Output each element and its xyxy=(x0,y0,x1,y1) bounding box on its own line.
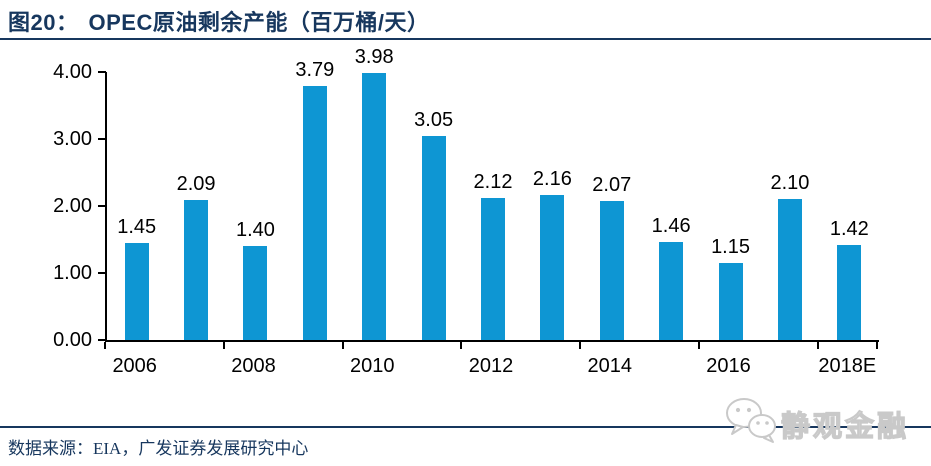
bar-value-label: 1.40 xyxy=(235,219,275,242)
y-axis-tick xyxy=(98,339,106,341)
bar-2010 xyxy=(362,73,387,340)
plot-area: 1.45 2.09 1.40 3.79 3.98 3.05 2.12 2.16 2.07 1.46… xyxy=(105,46,879,342)
y-axis-tick xyxy=(98,272,106,274)
bar-2006 xyxy=(124,242,149,340)
bar-2013 xyxy=(540,195,565,340)
bar-value-label: 2.07 xyxy=(592,174,632,197)
figure-title-text: OPEC原油剩余产能（百万桶/天） xyxy=(88,10,430,35)
x-axis-tick xyxy=(460,342,463,349)
bar-2014 xyxy=(599,201,624,340)
bar-2012 xyxy=(481,197,505,340)
bar-value-label: 3.98 xyxy=(354,46,394,69)
x-axis-tick xyxy=(222,342,225,349)
y-axis-tick-label: 3.00 xyxy=(53,128,92,150)
figure-number-label: 图20： xyxy=(8,10,79,35)
bar-2015 xyxy=(659,242,684,340)
y-axis-tick-label: 2.00 xyxy=(53,195,92,217)
bar-value-label: 1.42 xyxy=(829,217,869,240)
footer-divider-line xyxy=(0,426,931,428)
bar-2017 xyxy=(777,199,802,340)
y-axis-tick xyxy=(98,138,106,140)
y-axis-tick-label: 0.00 xyxy=(53,329,92,351)
bar-value-label: 2.12 xyxy=(473,170,513,193)
x-axis-tick xyxy=(816,342,819,349)
x-axis-tick xyxy=(876,342,878,349)
bar-2016 xyxy=(718,262,743,340)
x-axis-tick-label: 2018E xyxy=(818,355,877,377)
bar-value-label: 3.79 xyxy=(295,59,335,82)
bar-value-label: 3.05 xyxy=(414,108,454,131)
bar-2011 xyxy=(421,135,446,340)
bar-value-label: 2.09 xyxy=(176,172,216,195)
wechat-account-watermark: 静观金融 xyxy=(724,396,909,451)
y-axis-tick xyxy=(98,205,106,207)
figure-title: 图20： OPEC原油剩余产能（百万桶/天） xyxy=(8,5,429,37)
y-axis-tick-label: 4.00 xyxy=(53,61,92,83)
bar-value-label: 2.16 xyxy=(532,168,572,191)
watermark-text: 静观金融 xyxy=(780,410,909,443)
x-axis-tick-label: 2006 xyxy=(112,355,157,377)
bar-value-label: 1.15 xyxy=(711,235,750,258)
data-source-text: 数据来源：EIA，广发证券发展研究中心 xyxy=(8,439,309,458)
x-axis-tick-label: 2014 xyxy=(587,355,633,377)
bar-value-label: 1.45 xyxy=(117,215,157,238)
bar-2008 xyxy=(243,246,268,340)
wechat-icon xyxy=(724,396,778,451)
bar-2007 xyxy=(184,199,209,340)
x-axis-tick xyxy=(104,342,106,349)
bar-value-label: 1.46 xyxy=(651,215,691,238)
bar-value-label: 2.10 xyxy=(770,172,810,195)
x-axis-tick-label: 2012 xyxy=(468,355,514,377)
y-axis-tick xyxy=(98,71,106,73)
bar-2009 xyxy=(302,86,327,340)
title-divider-line xyxy=(0,38,931,40)
x-axis-tick-label: 2008 xyxy=(231,355,276,377)
x-axis-tick xyxy=(579,342,582,349)
bar-2018E xyxy=(837,244,862,340)
x-axis-tick-label: 2016 xyxy=(706,355,751,377)
x-axis-tick xyxy=(341,342,344,349)
opec-spare-capacity-bar-chart: 1.45 2.09 1.40 3.79 3.98 3.05 2.12 2.16 2.07 1.46… xyxy=(0,46,931,400)
y-axis-tick-label: 1.00 xyxy=(53,262,92,284)
x-axis-tick-label: 2010 xyxy=(349,355,395,377)
x-axis-tick xyxy=(697,342,700,349)
